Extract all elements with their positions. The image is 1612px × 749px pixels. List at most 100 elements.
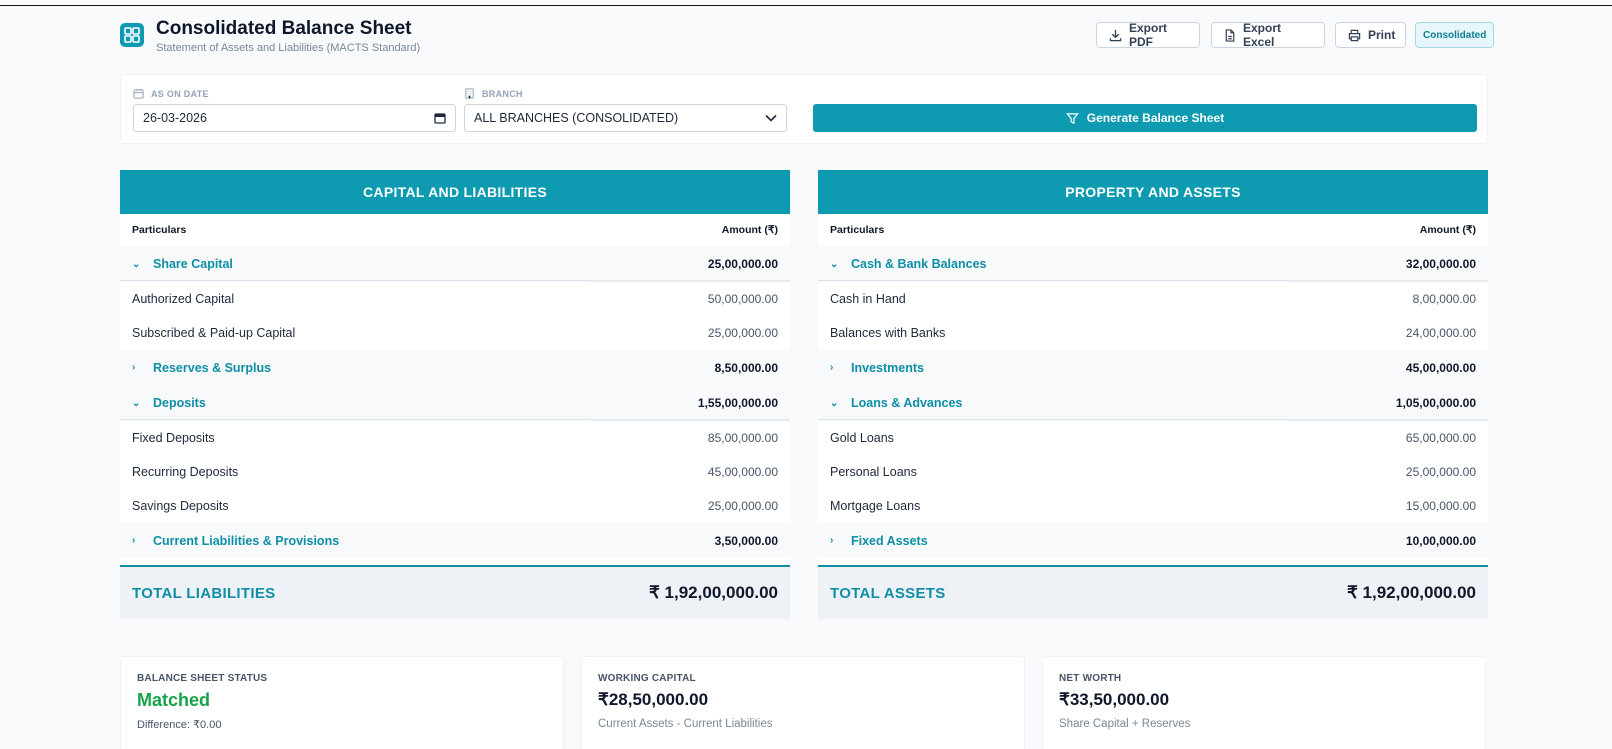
chevron-right-icon: › — [830, 362, 834, 373]
total-amount: ₹ 1,92,00,000.00 — [649, 583, 778, 602]
difference-text: Difference: ₹0.00 — [137, 719, 222, 731]
item-label: Mortgage Loans — [830, 499, 921, 513]
chevron-down-icon: ⌄ — [132, 397, 141, 409]
date-filter-label: AS ON DATE — [133, 88, 209, 99]
group-label: Share Capital — [153, 257, 233, 271]
list-item: Cash in Hand 8,00,000.00 — [818, 282, 1488, 316]
branch-value: ALL BRANCHES (CONSOLIDATED) — [474, 111, 679, 125]
export-excel-label: Export Excel — [1243, 21, 1282, 49]
chevron-right-icon: › — [132, 362, 136, 373]
list-item: Gold Loans 65,00,000.00 — [818, 421, 1488, 455]
list-item: Subscribed & Paid-up Capital 25,00,000.0… — [120, 316, 790, 350]
group-row-fixed-assets[interactable]: › Fixed Assets 10,00,000.00 — [818, 523, 1488, 558]
item-amount: 8,00,000.00 — [1412, 292, 1476, 306]
item-label: Recurring Deposits — [132, 465, 239, 479]
total-assets-row: TOTAL ASSETS ₹ 1,92,00,000.00 — [818, 565, 1488, 619]
item-label: Personal Loans — [830, 465, 917, 479]
list-item: Balances with Banks 24,00,000.00 — [818, 316, 1488, 350]
list-item: Personal Loans 25,00,000.00 — [818, 455, 1488, 489]
item-amount: 25,00,000.00 — [707, 499, 778, 513]
group-label: Cash & Bank Balances — [851, 257, 987, 271]
group-amount: 1,55,00,000.00 — [697, 396, 778, 410]
printer-icon — [1348, 29, 1361, 41]
card-value: ₹33,50,000.00 — [1059, 690, 1170, 709]
total-label: TOTAL ASSETS — [830, 584, 946, 602]
assets-panel: PROPERTY AND ASSETS Particulars Amount (… — [818, 170, 1488, 619]
item-label: Fixed Deposits — [132, 431, 215, 445]
group-amount: 32,00,000.00 — [1405, 257, 1476, 271]
item-label: Subscribed & Paid-up Capital — [132, 326, 296, 340]
dashboard-icon — [120, 23, 144, 47]
item-amount: 45,00,000.00 — [707, 465, 778, 479]
liabilities-panel: CAPITAL AND LIABILITIES Particulars Amou… — [120, 170, 790, 619]
chevron-down-icon: ⌄ — [830, 397, 839, 409]
page-title: Consolidated Balance Sheet — [156, 18, 412, 39]
group-row-share-capital[interactable]: ⌄ Share Capital 25,00,000.00 — [120, 246, 790, 282]
item-amount: 15,00,000.00 — [1405, 499, 1476, 513]
liabilities-title: CAPITAL AND LIABILITIES — [120, 170, 790, 214]
group-amount: 25,00,000.00 — [707, 257, 778, 271]
export-excel-button[interactable]: Export Excel — [1211, 21, 1325, 49]
consolidated-badge: Consolidated — [1415, 22, 1495, 48]
total-amount: ₹ 1,92,00,000.00 — [1347, 583, 1476, 602]
total-liabilities-row: TOTAL LIABILITIES ₹ 1,92,00,000.00 — [120, 565, 790, 619]
chevron-down-icon — [765, 114, 777, 122]
net-worth-card: NET WORTH ₹33,50,000.00 Share Capital + … — [1042, 656, 1486, 749]
item-amount: 65,00,000.00 — [1405, 431, 1476, 445]
group-row-reserves-surplus[interactable]: › Reserves & Surplus 8,50,000.00 — [120, 350, 790, 385]
card-subtext: Share Capital + Reserves — [1059, 718, 1191, 730]
date-input[interactable]: 26-03-2026 — [133, 104, 456, 132]
group-row-current-liabilities[interactable]: › Current Liabilities & Provisions 3,50,0… — [120, 523, 790, 558]
group-label: Loans & Advances — [851, 396, 963, 410]
chevron-right-icon: › — [132, 535, 136, 546]
card-label: BALANCE SHEET STATUS — [137, 673, 268, 684]
calendar-icon — [133, 88, 144, 99]
file-icon — [1225, 28, 1235, 42]
page-header: Consolidated Balance Sheet Statement of … — [120, 18, 1495, 58]
item-label: Cash in Hand — [830, 292, 906, 306]
chevron-down-icon: ⌄ — [830, 258, 839, 270]
generate-balance-sheet-button[interactable]: Generate Balance Sheet — [813, 104, 1477, 132]
list-item: Fixed Deposits 85,00,000.00 — [120, 421, 790, 455]
item-label: Gold Loans — [830, 431, 894, 445]
card-value: ₹28,50,000.00 — [598, 690, 709, 709]
calendar-picker-icon[interactable] — [434, 112, 446, 124]
group-amount: 10,00,000.00 — [1405, 533, 1476, 548]
list-item: Authorized Capital 50,00,000.00 — [120, 282, 790, 316]
balance-status-card: BALANCE SHEET STATUS Matched Difference:… — [120, 656, 564, 749]
print-label: Print — [1368, 28, 1396, 42]
filter-bar: AS ON DATE 26-03-2026 BRANCH ALL BRANCHE… — [120, 74, 1488, 144]
group-amount: 8,50,000.00 — [714, 360, 778, 375]
building-icon — [465, 88, 474, 99]
item-amount: 25,00,000.00 — [707, 326, 778, 340]
item-label: Balances with Banks — [830, 326, 946, 340]
export-pdf-button[interactable]: Export PDF — [1096, 21, 1200, 49]
group-row-investments[interactable]: › Investments 45,00,000.00 — [818, 350, 1488, 385]
particulars-header: Particulars — [830, 224, 885, 236]
item-label: Authorized Capital — [132, 292, 235, 306]
card-label: NET WORTH — [1059, 673, 1122, 684]
group-row-cash-bank[interactable]: ⌄ Cash & Bank Balances 32,00,000.00 — [818, 246, 1488, 282]
chevron-down-icon: ⌄ — [132, 258, 141, 270]
liabilities-column-header: Particulars Amount (₹) — [120, 214, 790, 246]
branch-select[interactable]: ALL BRANCHES (CONSOLIDATED) — [464, 104, 787, 132]
particulars-header: Particulars — [132, 224, 187, 236]
generate-label: Generate Balance Sheet — [1086, 111, 1225, 125]
assets-title: PROPERTY AND ASSETS — [818, 170, 1488, 214]
date-label-text: AS ON DATE — [151, 88, 209, 99]
group-amount: 1,05,00,000.00 — [1395, 396, 1476, 410]
group-row-loans-advances[interactable]: ⌄ Loans & Advances 1,05,00,000.00 — [818, 385, 1488, 421]
list-item: Savings Deposits 25,00,000.00 — [120, 489, 790, 523]
group-label: Fixed Assets — [851, 533, 928, 548]
export-pdf-label: Export PDF — [1129, 21, 1168, 49]
item-amount: 24,00,000.00 — [1405, 326, 1476, 340]
list-item: Mortgage Loans 15,00,000.00 — [818, 489, 1488, 523]
download-icon — [1109, 29, 1122, 41]
group-label: Investments — [851, 360, 924, 375]
print-button[interactable]: Print — [1335, 22, 1406, 48]
amount-header: Amount (₹) — [721, 224, 778, 236]
group-row-deposits[interactable]: ⌄ Deposits 1,55,00,000.00 — [120, 385, 790, 421]
group-amount: 45,00,000.00 — [1405, 360, 1476, 375]
list-item: Recurring Deposits 45,00,000.00 — [120, 455, 790, 489]
branch-filter-label: BRANCH — [464, 88, 523, 99]
